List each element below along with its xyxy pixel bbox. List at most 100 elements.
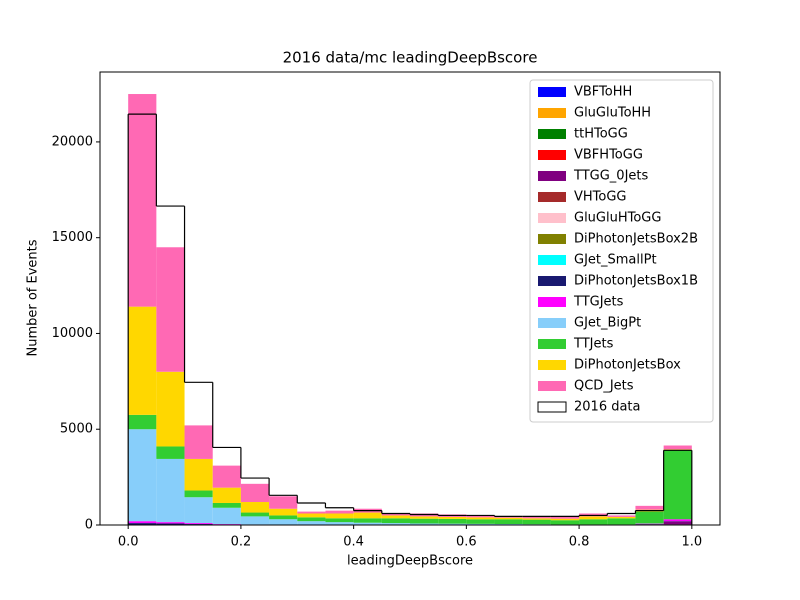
legend-swatch xyxy=(538,360,566,370)
bar-segment xyxy=(240,516,270,525)
bar-segment xyxy=(550,518,580,521)
x-tick-label: 0.6 xyxy=(456,535,477,550)
bar-segment xyxy=(579,516,608,520)
legend-label: VBFHToGG xyxy=(574,148,643,163)
legend-swatch xyxy=(538,213,566,223)
bar-segment xyxy=(663,519,692,522)
chart-title: 2016 data/mc leadingDeepBscore xyxy=(283,49,538,67)
bar-segment xyxy=(212,507,241,525)
legend-swatch xyxy=(538,150,566,160)
bar-segment xyxy=(466,517,495,520)
x-tick-label: 0.2 xyxy=(231,535,252,550)
bar-segment xyxy=(184,425,213,459)
bar-segment xyxy=(635,511,664,524)
y-tick-label: 5000 xyxy=(60,422,93,437)
bar-segment xyxy=(438,523,467,525)
legend-label: DiPhotonJetsBox1B xyxy=(574,274,698,289)
legend-swatch xyxy=(538,339,566,349)
bar-segment xyxy=(410,518,439,524)
legend-swatch xyxy=(538,192,566,202)
bar-segment xyxy=(156,446,185,459)
x-axis-label: leadingDeepBscore xyxy=(347,554,473,569)
bar-segment xyxy=(156,458,185,523)
legend-label: GluGluHToGG xyxy=(574,211,661,226)
bar-segment xyxy=(297,513,326,518)
y-axis-label: Number of Events xyxy=(26,239,41,356)
y-tick-label: 0 xyxy=(85,518,93,533)
plot-frame xyxy=(99,71,721,526)
legend-swatch xyxy=(538,381,566,391)
bar-segment xyxy=(297,521,326,525)
bar-segment xyxy=(128,306,157,415)
y-tick-label: 10000 xyxy=(52,326,93,341)
bar-segment xyxy=(240,483,270,503)
bar-segment xyxy=(156,371,185,447)
bar-segment xyxy=(635,505,664,510)
bar-segment xyxy=(522,518,551,520)
bar-segment xyxy=(212,502,241,508)
bar-segment xyxy=(494,519,523,525)
bar-segment xyxy=(522,519,551,525)
bar-segment xyxy=(438,516,467,519)
legend-swatch xyxy=(538,171,566,181)
bar-segment xyxy=(297,517,326,522)
bar-segment xyxy=(128,429,157,522)
bar-segment xyxy=(353,518,382,523)
legend-label: QCD_Jets xyxy=(574,379,634,394)
bar-segment xyxy=(607,516,636,519)
legend-label: TTGJets xyxy=(573,295,624,310)
bar-segment xyxy=(466,515,495,518)
bar-segment xyxy=(466,523,495,525)
bar-segment xyxy=(240,502,270,513)
bar-segment xyxy=(128,414,157,430)
bar-segment xyxy=(381,513,410,516)
bar-segment xyxy=(381,518,410,524)
y-tick-label: 20000 xyxy=(52,134,93,149)
legend-swatch xyxy=(538,255,566,265)
bar-segment xyxy=(212,465,241,488)
bar-segment xyxy=(297,511,326,514)
legend-label: DiPhotonJetsBox xyxy=(574,358,681,373)
bar-segment xyxy=(128,521,157,524)
bar-segment xyxy=(494,517,523,520)
bar-segment xyxy=(184,490,213,498)
legend-swatch xyxy=(538,87,566,97)
bar-segment xyxy=(212,487,241,503)
legend-label: GluGluToHH xyxy=(574,106,651,121)
legend-label: TTGG_0Jets xyxy=(573,169,649,184)
bar-segment xyxy=(579,519,608,525)
bar-segment xyxy=(353,512,382,519)
bar-segment xyxy=(494,516,523,518)
bar-segment xyxy=(522,516,551,519)
legend-label: GJet_BigPt xyxy=(574,316,641,331)
bar-segment xyxy=(438,518,467,524)
x-tick-label: 0.4 xyxy=(343,535,364,550)
bar-segment xyxy=(184,523,213,525)
bar-segment xyxy=(410,516,439,519)
legend-label: VHToGG xyxy=(574,190,627,205)
legend-label: ttHToGG xyxy=(574,127,628,142)
legend-box xyxy=(529,79,714,423)
x-tick-label: 0.8 xyxy=(569,535,590,550)
legend-swatch xyxy=(538,129,566,139)
bar-segment xyxy=(269,508,298,516)
bar-segment xyxy=(353,522,382,525)
legend-label: TTJets xyxy=(573,337,614,352)
bar-segment xyxy=(381,523,410,525)
y-tick-label: 15000 xyxy=(52,230,93,245)
bar-segment xyxy=(269,496,298,509)
legend-swatch xyxy=(538,276,566,286)
legend-label: 2016 data xyxy=(574,400,641,415)
bar-segment xyxy=(550,516,580,519)
legend-swatch xyxy=(538,234,566,244)
x-tick-label: 0.0 xyxy=(118,535,139,550)
bar-segment xyxy=(607,518,636,525)
bar-segment xyxy=(156,522,185,524)
bar-segment xyxy=(240,512,270,517)
bar-segment xyxy=(381,515,410,519)
bar-segment xyxy=(184,497,213,524)
bar-segment xyxy=(128,94,157,307)
bar-segment xyxy=(663,521,692,525)
bar-segment xyxy=(325,518,354,523)
bar-segment xyxy=(494,524,523,525)
